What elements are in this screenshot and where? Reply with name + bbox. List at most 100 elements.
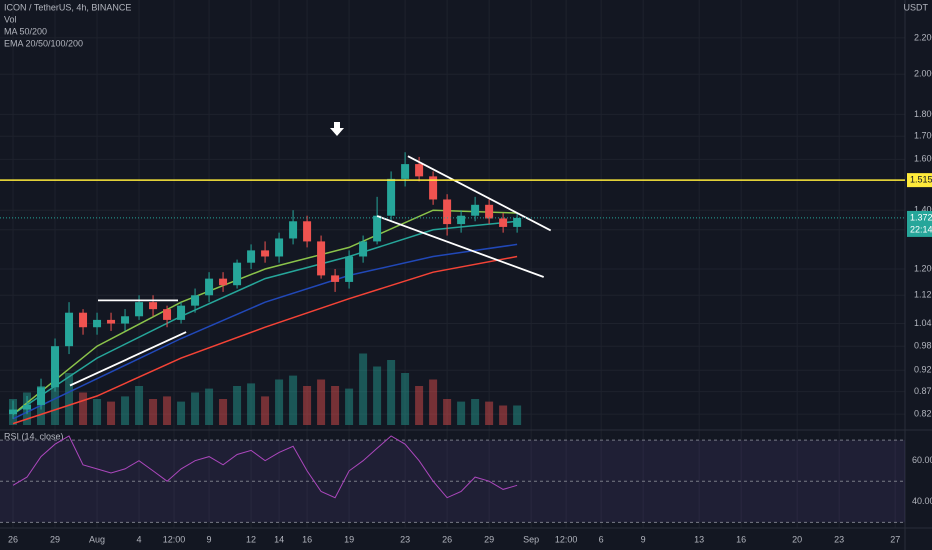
y-tick-label: 0.92 <box>914 365 932 375</box>
x-tick-label: 14 <box>274 534 284 544</box>
x-tick-label: 6 <box>599 534 604 544</box>
volume-bar <box>121 396 130 425</box>
candle-body <box>513 217 522 227</box>
trendline <box>407 155 552 232</box>
candle-body <box>247 250 256 263</box>
candle-body <box>65 312 74 347</box>
candle-body <box>457 215 466 225</box>
volume-bar <box>331 386 340 425</box>
y-tick-label: 1.04 <box>914 318 932 328</box>
volume-bar <box>65 373 74 425</box>
moving-average <box>12 255 518 425</box>
x-tick-label: 12 <box>246 534 256 544</box>
candle-body <box>331 275 340 282</box>
candle-body <box>93 319 102 328</box>
x-tick-label: 13 <box>694 534 704 544</box>
volume-bar <box>429 379 438 425</box>
y-tick-label: 0.82 <box>914 409 932 419</box>
candle-body <box>401 164 410 179</box>
rsi-line <box>12 435 518 499</box>
moving-average <box>12 209 518 415</box>
volume-bar <box>415 386 424 425</box>
volume-bar <box>163 396 172 425</box>
candle-body <box>149 302 158 310</box>
arrow-annotation <box>330 122 344 136</box>
candle-body <box>191 295 200 306</box>
x-tick-label: 19 <box>344 534 354 544</box>
candle-body <box>471 204 480 216</box>
candle-body <box>317 241 326 276</box>
volume-bar <box>373 366 382 425</box>
trendline <box>69 331 187 387</box>
indicator-label: MA 50/200 <box>4 26 47 36</box>
candle-body <box>23 404 32 410</box>
candle-body <box>499 218 508 227</box>
indicator-label: EMA 20/50/100/200 <box>4 38 83 48</box>
y-tick-label: 1.200 <box>914 263 932 273</box>
volume-bar <box>177 401 186 425</box>
volume-bar <box>219 399 228 425</box>
volume-bar <box>289 375 298 425</box>
candle-body <box>275 238 284 257</box>
x-tick-label: 12:00 <box>163 534 186 544</box>
volume-bar <box>387 360 396 425</box>
last-price-bg <box>907 210 932 237</box>
volume-bar <box>79 392 88 425</box>
volume-bar <box>205 388 214 425</box>
y-tick-label: 2.200 <box>914 32 932 42</box>
rsi-tick-label: 60.00 <box>912 455 932 465</box>
volume-bar <box>401 373 410 425</box>
x-tick-label: 27 <box>890 534 900 544</box>
candle-body <box>9 409 18 415</box>
indicator-label: Vol <box>4 14 17 24</box>
x-tick-label: Aug <box>89 534 105 544</box>
candle-body <box>485 204 494 219</box>
volume-bar <box>247 383 256 425</box>
candle-body <box>345 256 354 282</box>
x-tick-label: 16 <box>302 534 312 544</box>
volume-bar <box>107 401 116 425</box>
x-tick-label: Sep <box>523 534 539 544</box>
y-tick-label: 1.800 <box>914 109 932 119</box>
x-tick-label: 26 <box>442 534 452 544</box>
y-tick-label: 1.700 <box>914 131 932 141</box>
x-tick-label: 29 <box>50 534 60 544</box>
x-tick-label: 23 <box>834 534 844 544</box>
volume-bar <box>345 388 354 425</box>
rsi-title: RSI (14, close) <box>4 431 64 441</box>
y-tick-label: 2.000 <box>914 69 932 79</box>
y-tick-label: 0.87 <box>914 386 932 396</box>
candle-body <box>135 302 144 317</box>
volume-bar <box>303 386 312 425</box>
x-tick-label: 26 <box>8 534 18 544</box>
candle-body <box>373 215 382 242</box>
volume-bar <box>51 366 60 425</box>
candle-body <box>443 199 452 225</box>
currency-label: USDT <box>904 2 929 12</box>
candle-body <box>429 176 438 200</box>
volume-bar <box>471 399 480 425</box>
candle-body <box>415 164 424 177</box>
volume-bar <box>261 396 270 425</box>
volume-bar <box>93 399 102 425</box>
volume-bar <box>485 401 494 425</box>
main-pane <box>9 152 552 425</box>
level-label: 1.515 <box>910 175 932 185</box>
volume-bar <box>275 379 284 425</box>
candle-body <box>303 221 312 242</box>
last-price-label: 1.372 <box>910 212 932 222</box>
trendline <box>376 215 545 278</box>
volume-bar <box>359 353 368 425</box>
candle-body <box>219 278 228 286</box>
x-tick-label: 23 <box>400 534 410 544</box>
volume-bar <box>233 386 242 425</box>
candle-body <box>233 262 242 286</box>
candle-body <box>387 178 396 216</box>
volume-bar <box>443 399 452 425</box>
volume-bar <box>135 386 144 425</box>
rsi-tick-label: 40.00 <box>912 496 932 506</box>
volume-bar <box>499 405 508 425</box>
x-tick-label: 4 <box>137 534 142 544</box>
